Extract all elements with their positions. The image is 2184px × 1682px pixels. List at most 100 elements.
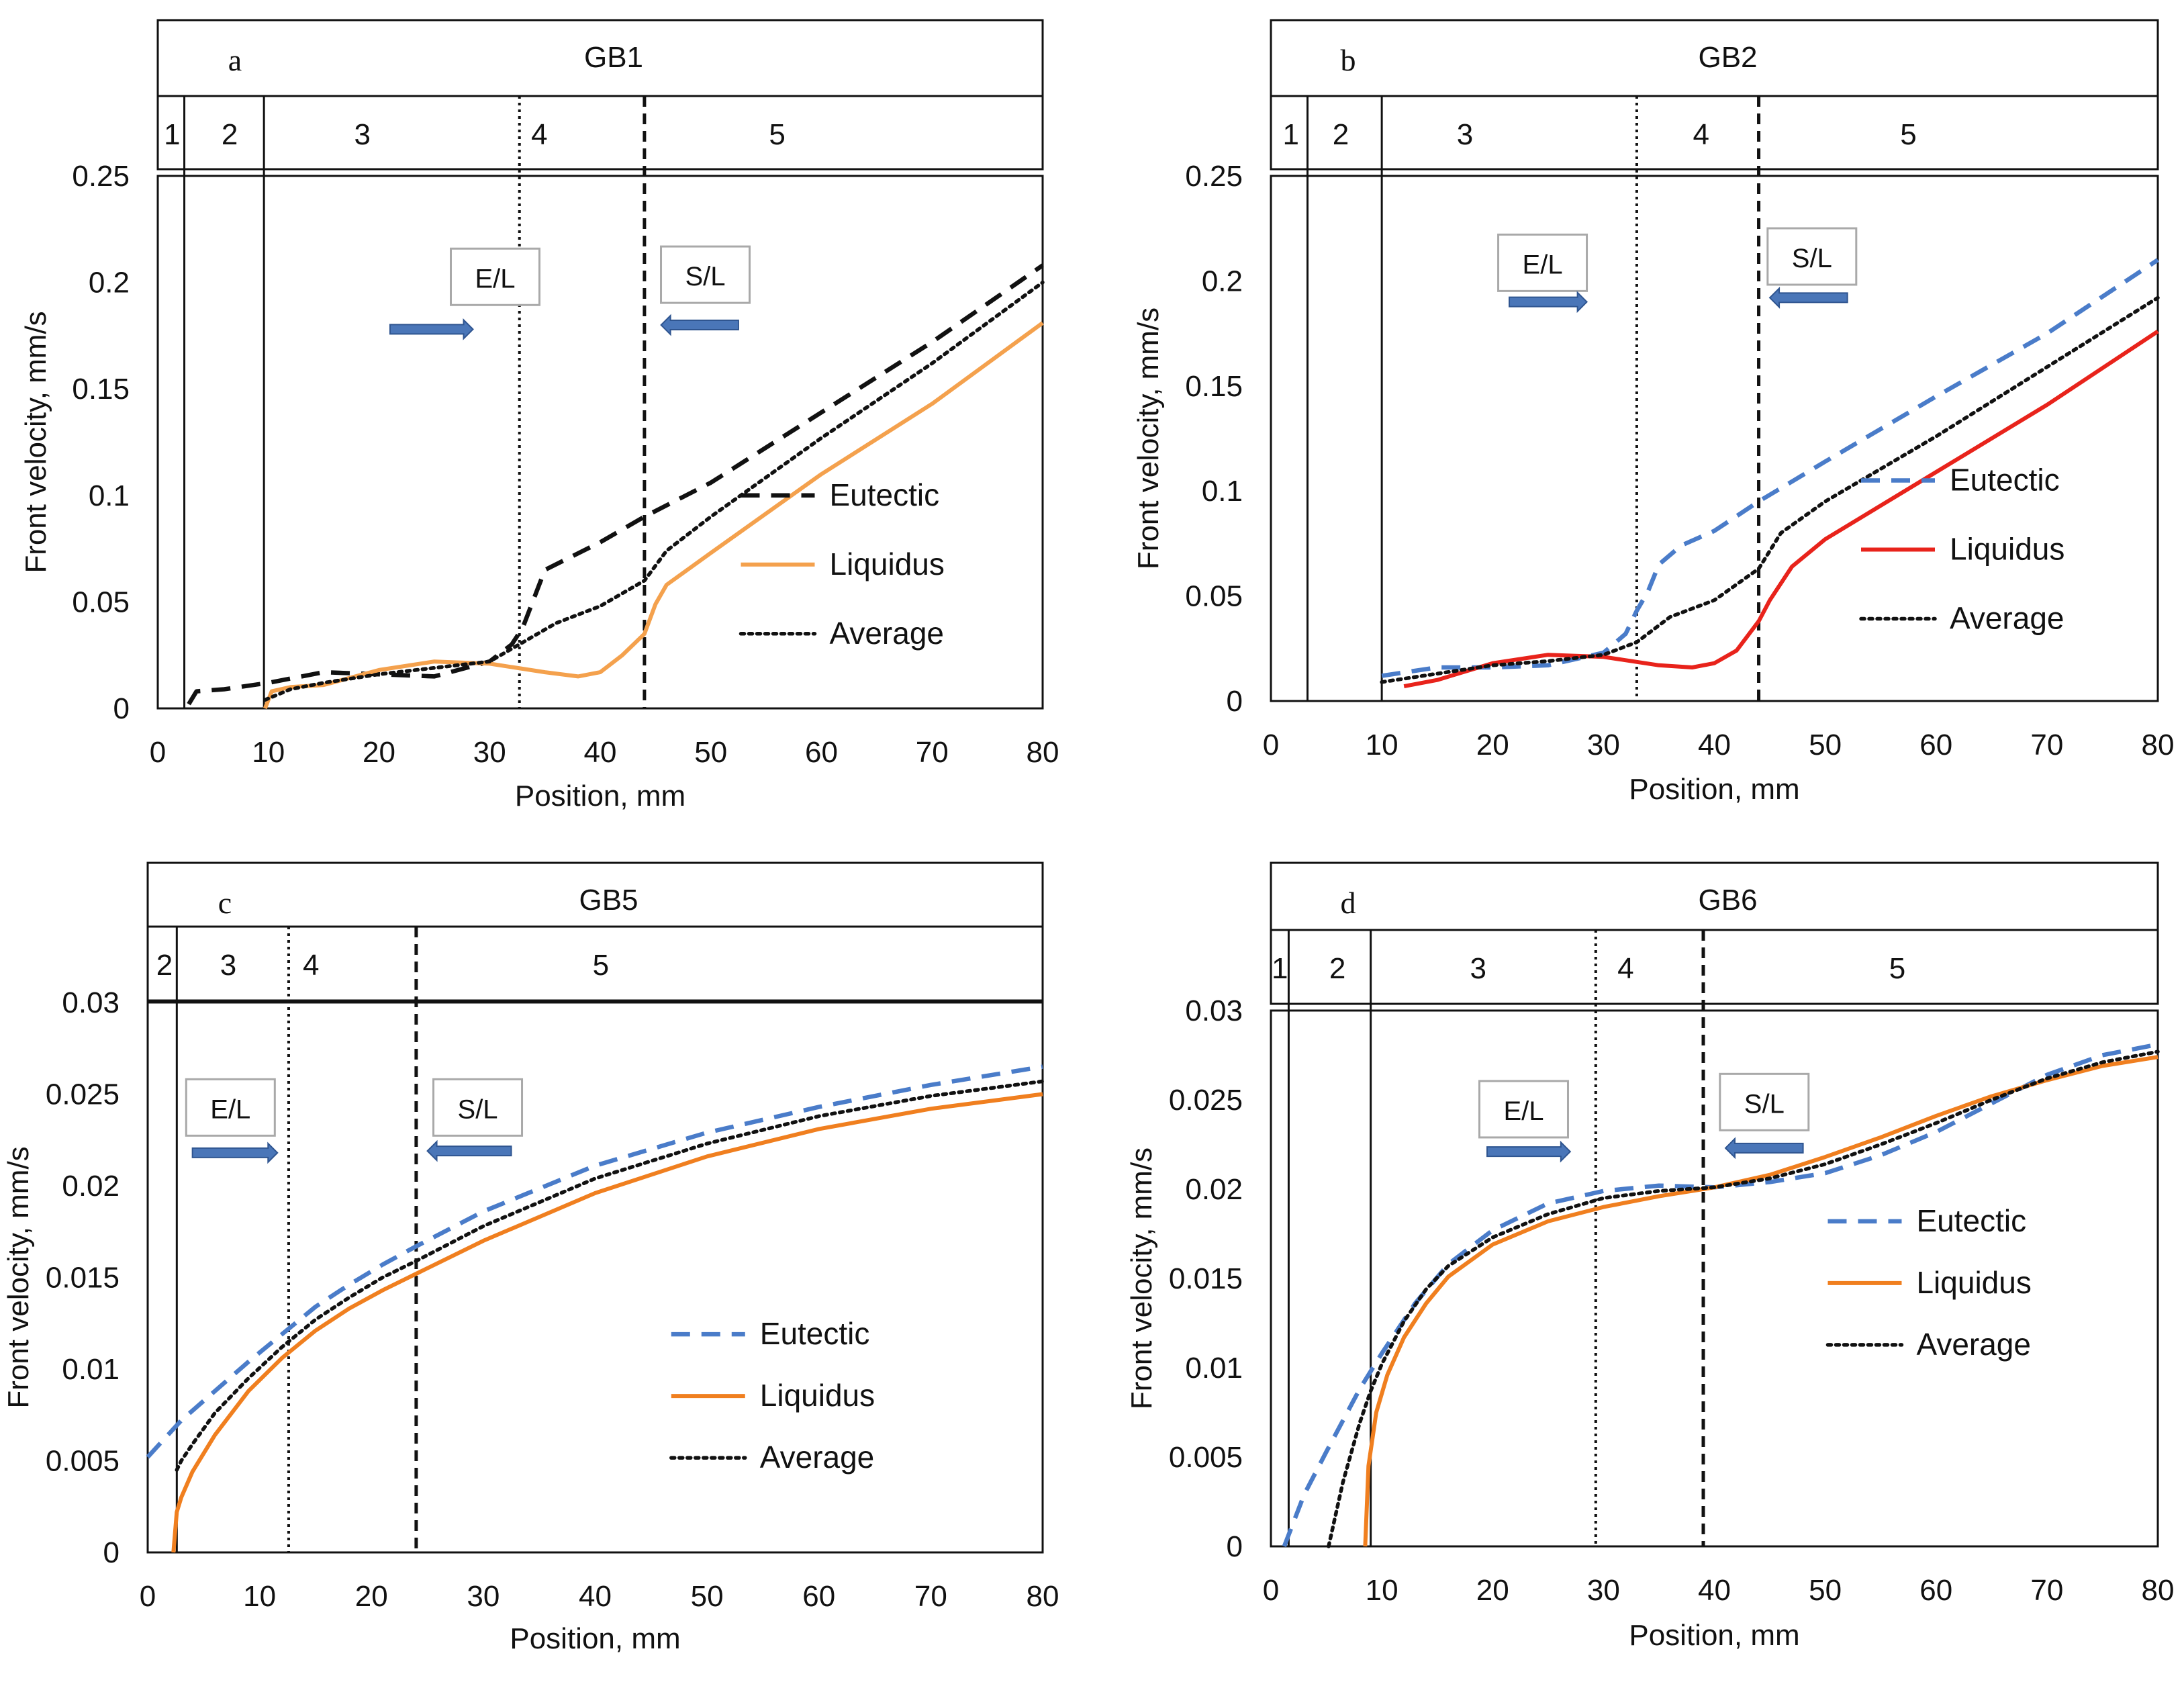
x-tick-label: 30	[473, 736, 506, 769]
y-tick-label: 0.25	[1185, 160, 1243, 193]
x-tick-label: 70	[2030, 729, 2063, 761]
panel-letter: d	[1341, 886, 1356, 920]
x-axis-label: Position, mm	[1629, 1619, 1799, 1652]
front-arrow-left	[1724, 1137, 1804, 1160]
front-label-box	[449, 247, 540, 306]
x-tick-label: 20	[1476, 1574, 1509, 1607]
legend-label-eutectic: Eutectic	[1916, 1203, 2026, 1238]
y-axis-label: Front velocity, mm/s	[1132, 308, 1165, 569]
plot-frame	[156, 175, 1044, 710]
legend-label-average: Average	[1916, 1327, 2031, 1362]
zone-label: 1	[164, 118, 180, 151]
plot-frame	[146, 1001, 1044, 1554]
series-line-average	[1380, 295, 2160, 684]
zone-label: 2	[156, 949, 173, 982]
zone-label: 4	[1617, 952, 1633, 985]
x-tick-label: 60	[805, 736, 838, 769]
chart-title: GB5	[579, 884, 638, 917]
zone-label: 5	[1900, 118, 1916, 151]
y-tick-label: 0.005	[1169, 1441, 1243, 1474]
front-arrow-right	[1509, 291, 1588, 314]
series-line-average	[263, 280, 1045, 702]
series-line-liquidus	[1363, 1055, 2158, 1547]
header-box	[156, 19, 1044, 171]
series-line-liquidus	[1403, 329, 2159, 689]
x-tick-label: 0	[1263, 1574, 1279, 1607]
front-label-text: S/L	[1744, 1089, 1785, 1119]
zone-label: 5	[769, 118, 785, 151]
series-line-liquidus	[263, 321, 1044, 710]
x-tick-label: 70	[2030, 1574, 2063, 1607]
series-line-eutectic	[1282, 1042, 2158, 1548]
x-tick-label: 10	[1366, 1574, 1398, 1607]
zone-label: 1	[1272, 952, 1288, 985]
legend-label-average: Average	[1950, 601, 2064, 636]
header-box	[1270, 861, 2159, 1005]
y-tick-label: 0.03	[62, 986, 120, 1019]
front-label-text: E/L	[1503, 1096, 1544, 1126]
panel-letter: a	[228, 43, 242, 77]
zone-label: 4	[303, 949, 319, 982]
x-tick-label: 50	[1809, 729, 1842, 761]
x-axis-label: Position, mm	[1629, 773, 1799, 806]
x-tick-label: 0	[140, 1580, 156, 1613]
plot-frame	[1270, 175, 2159, 702]
x-tick-label: 40	[584, 736, 617, 769]
x-tick-label: 30	[1587, 729, 1620, 761]
front-label-text: S/L	[1792, 244, 1832, 273]
x-tick-label: 70	[916, 736, 949, 769]
plot-frame	[1270, 1009, 2159, 1548]
front-label-e-l: E/L	[185, 1078, 279, 1164]
zone-label: 2	[1333, 118, 1349, 151]
legend-label-liquidus: Liquidus	[760, 1378, 875, 1413]
zone-label: 4	[531, 118, 547, 151]
y-tick-label: 0.05	[72, 586, 130, 618]
x-tick-label: 50	[694, 736, 727, 769]
zone-label: 3	[354, 118, 371, 151]
front-label-box	[1478, 1080, 1569, 1139]
x-tick-label: 70	[914, 1580, 947, 1613]
y-tick-label: 0.02	[62, 1170, 120, 1203]
front-label-box	[432, 1078, 524, 1137]
y-tick-label: 0.05	[1185, 580, 1243, 613]
x-tick-label: 50	[1809, 1574, 1842, 1607]
panel-letter: b	[1341, 43, 1356, 77]
zone-label: 5	[593, 949, 609, 982]
front-label-box	[1766, 227, 1858, 286]
y-tick-label: 0.2	[89, 267, 130, 299]
zone-label: 5	[1889, 952, 1905, 985]
x-axis-label: Position, mm	[510, 1622, 680, 1655]
x-tick-label: 10	[252, 736, 285, 769]
chart-title: GB2	[1698, 41, 1757, 74]
y-axis-label: Front velocity, mm/s	[19, 311, 52, 573]
x-tick-label: 30	[1587, 1574, 1620, 1607]
legend-label-eutectic: Eutectic	[830, 477, 940, 512]
legend-label-liquidus: Liquidus	[830, 547, 945, 581]
x-tick-label: 80	[1027, 736, 1059, 769]
x-tick-label: 40	[579, 1580, 612, 1613]
legend-label-average: Average	[830, 616, 945, 651]
y-tick-label: 0.1	[1202, 475, 1243, 508]
front-label-box	[1719, 1072, 1810, 1131]
front-label-text: E/L	[475, 264, 515, 293]
x-tick-label: 40	[1698, 729, 1731, 761]
y-tick-label: 0.25	[72, 160, 130, 193]
header-box	[1270, 19, 2159, 171]
series-line-eutectic	[187, 263, 1044, 706]
series-line-eutectic	[1381, 258, 2159, 678]
front-label-text: E/L	[210, 1094, 250, 1124]
series-line-average	[1327, 1049, 2160, 1548]
zone-label: 3	[1457, 118, 1473, 151]
series-line-liquidus	[171, 1092, 1043, 1553]
y-tick-label: 0	[113, 692, 130, 725]
y-tick-label: 0.01	[1185, 1352, 1243, 1385]
y-axis-label: Front velocity, mm/s	[2, 1146, 35, 1408]
y-tick-label: 0.1	[89, 479, 130, 512]
legend-label-eutectic: Eutectic	[1950, 463, 2060, 498]
x-tick-label: 80	[2142, 1574, 2175, 1607]
zone-label: 3	[220, 949, 236, 982]
front-arrow-right	[1486, 1140, 1572, 1163]
